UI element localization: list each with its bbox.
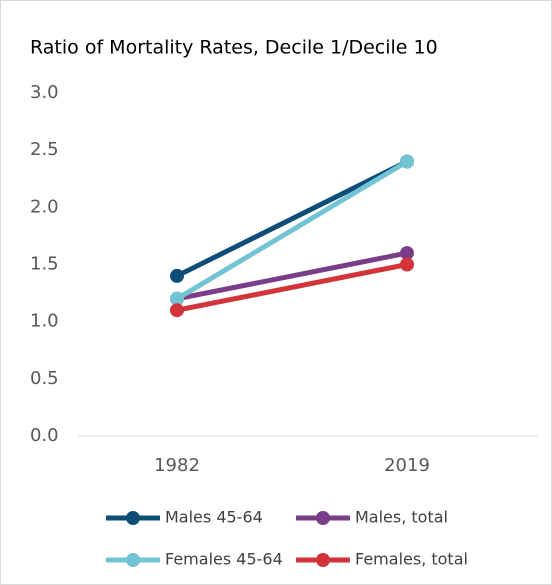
legend-marker (316, 553, 330, 567)
legend-label: Males, total (355, 508, 448, 527)
y-tick-label: 1.5 (30, 254, 59, 275)
series-line (176, 262, 408, 313)
y-tick-label: 0.0 (30, 425, 59, 446)
data-point (170, 303, 184, 318)
y-tick-label: 3.0 (30, 82, 59, 103)
legend-label: Females, total (355, 550, 468, 569)
legend-marker (316, 511, 330, 525)
series-line (176, 250, 408, 302)
x-tick-label: 2019 (384, 455, 430, 476)
legend-label: Males 45-64 (165, 508, 263, 527)
data-point (400, 246, 414, 261)
series-line (175, 159, 409, 301)
data-point (400, 154, 414, 169)
y-tick-label: 0.5 (30, 368, 59, 389)
y-tick-label: 1.0 (30, 311, 59, 332)
x-tick-label: 1982 (154, 455, 200, 476)
series-line (175, 159, 409, 279)
legend-marker (126, 511, 140, 525)
chart-title: Ratio of Mortality Rates, Decile 1/Decil… (30, 37, 438, 59)
legend-marker (126, 553, 140, 567)
data-point (170, 291, 184, 306)
y-tick-label: 2.0 (30, 196, 59, 217)
y-tick-label: 2.5 (30, 139, 59, 160)
data-point (170, 268, 184, 283)
legend-label: Females 45-64 (165, 550, 283, 569)
data-point (400, 257, 414, 272)
